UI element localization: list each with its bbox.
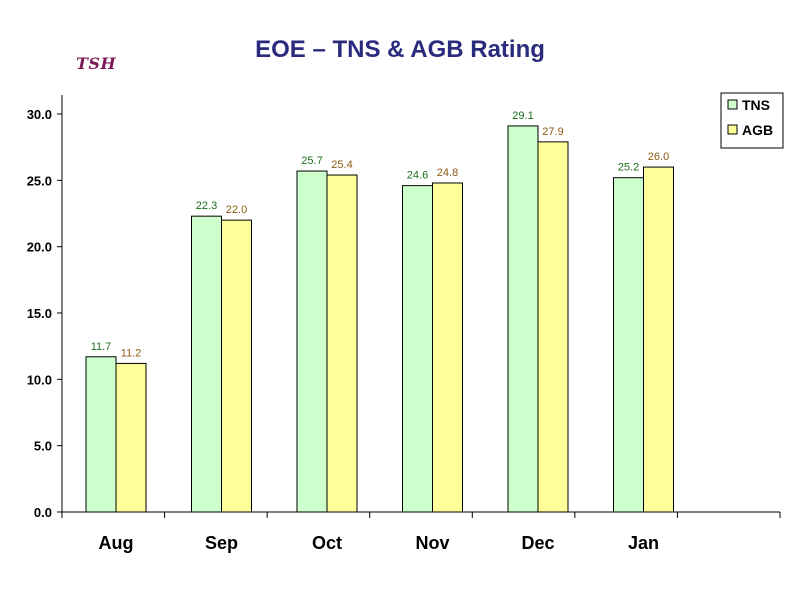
- chart-bars: [85, 125, 674, 513]
- data-label-tns-oct: 25.7: [301, 155, 322, 167]
- y-tick-label: 0.0: [34, 505, 52, 520]
- bar-agb-dec: [537, 141, 569, 513]
- data-label-agb-aug: 11.2: [121, 347, 142, 359]
- bar-agb-jan: [643, 166, 674, 513]
- data-label-tns-jan: 25.2: [618, 162, 639, 174]
- y-tick-label: 25.0: [27, 173, 52, 188]
- bar-tns-dec: [507, 125, 539, 513]
- bar-agb-oct: [326, 174, 358, 513]
- bar-agb-nov: [432, 182, 463, 513]
- x-category-label: Aug: [99, 533, 134, 553]
- y-tick-label: 30.0: [27, 107, 52, 122]
- data-label-agb-jan: 26.0: [648, 151, 669, 163]
- x-category-label: Jan: [628, 533, 659, 553]
- x-category-label: Oct: [312, 533, 342, 553]
- y-tick-label: 15.0: [27, 306, 52, 321]
- data-label-agb-nov: 24.8: [437, 167, 458, 179]
- legend-swatch-tns: [727, 99, 738, 110]
- data-label-tns-nov: 24.6: [407, 170, 428, 182]
- y-tick-label: 20.0: [27, 240, 52, 255]
- legend-label-tns: TNS: [742, 97, 770, 113]
- x-category-label: Dec: [521, 533, 554, 553]
- x-category-label: Nov: [415, 533, 449, 553]
- bar-agb-sep: [221, 219, 252, 513]
- y-tick-label: 10.0: [27, 372, 52, 387]
- chart-title: EOE – TNS & AGB Rating: [255, 36, 545, 63]
- bar-tns-sep: [191, 215, 222, 513]
- legend-label-agb: AGB: [742, 122, 773, 138]
- bar-tns-nov: [402, 185, 433, 513]
- data-label-agb-dec: 27.9: [542, 126, 563, 138]
- data-label-tns-aug: 11.7: [91, 341, 112, 353]
- chart-data-labels: 11.7 11.2 Aug 22.3 22.0 Sep 25.7 25.4 Oct 24.6 24.…: [91, 110, 670, 553]
- bar-agb-aug: [115, 362, 147, 513]
- bar-tns-oct: [296, 170, 328, 513]
- data-label-agb-oct: 25.4: [331, 159, 352, 171]
- chart-legend: TNS AGB: [720, 92, 784, 149]
- data-label-tns-sep: 22.3: [196, 200, 217, 212]
- legend-swatch-agb: [727, 124, 738, 135]
- data-label-tns-dec: 29.1: [512, 110, 533, 122]
- bar-tns-jan: [613, 177, 644, 513]
- data-label-agb-sep: 22.0: [226, 204, 247, 216]
- x-category-label: Sep: [205, 533, 238, 553]
- y-tick-label: 5.0: [34, 439, 52, 454]
- bar-tns-aug: [85, 356, 117, 513]
- logo-text: TSH: [76, 54, 117, 73]
